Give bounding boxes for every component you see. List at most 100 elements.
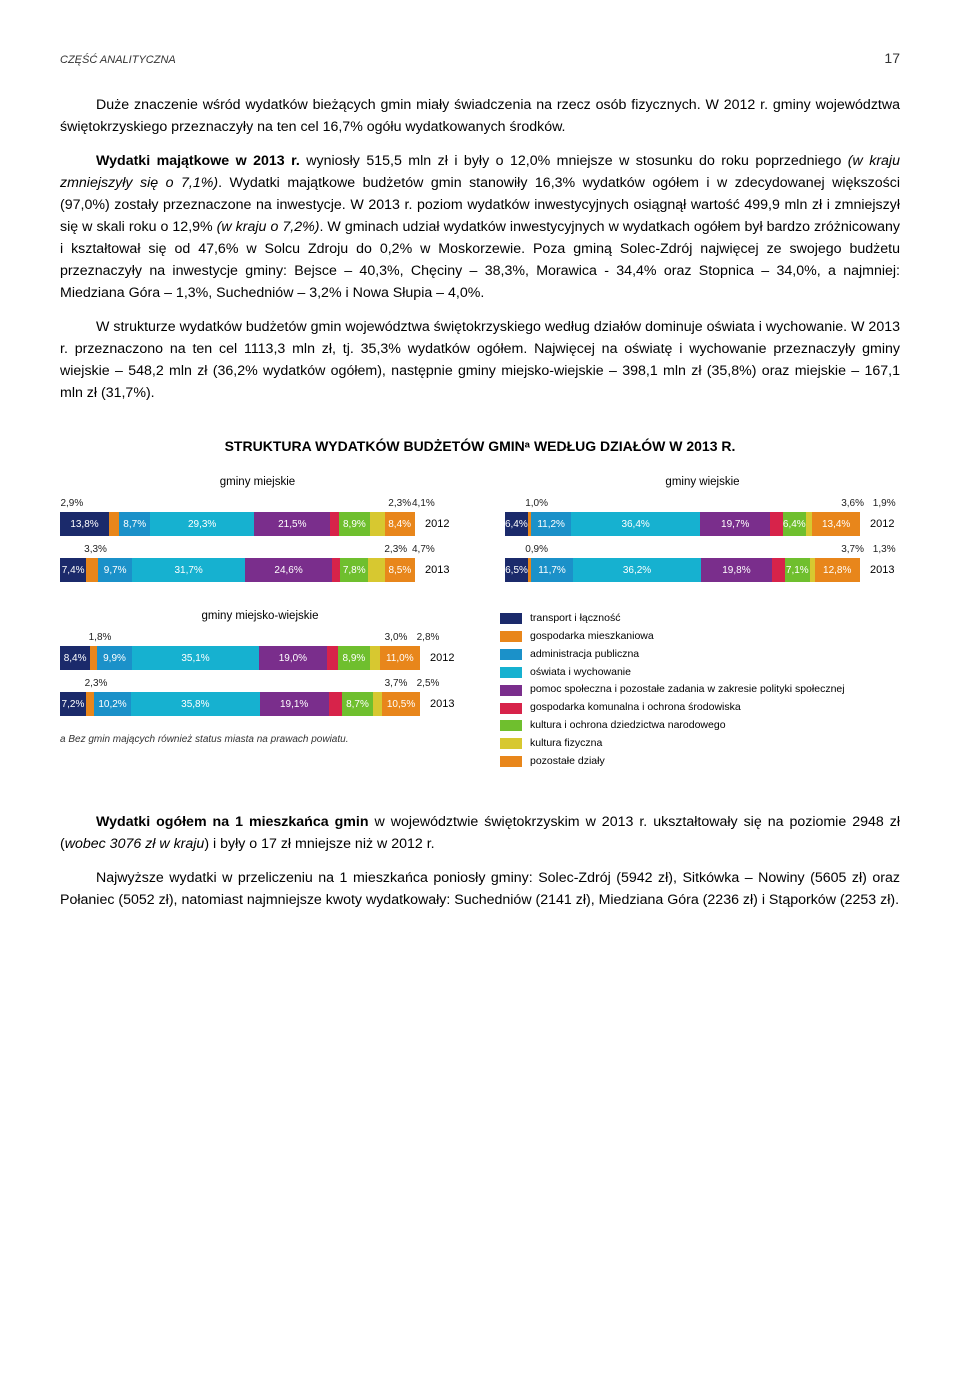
stacked-bar: 13,8% 8,7%29,3%21,5% 8,9% 8,4%	[60, 512, 415, 536]
bar-segment: 12,8%	[815, 558, 860, 582]
bar-segment: 21,5%	[254, 512, 330, 536]
legend-item: administracja publiczna	[500, 646, 900, 664]
legend-swatch	[500, 649, 522, 660]
bar-segment: 11,2%	[531, 512, 571, 536]
bar-segment: 36,2%	[573, 558, 702, 582]
bar-segment: 36,4%	[571, 512, 700, 536]
chart-miejsko-wiejskie: gminy miejsko-wiejskie 1,8%3,0%2,8%8,4%9…	[60, 610, 460, 771]
chart-legend: transport i łącznośćgospodarka mieszkani…	[500, 610, 900, 771]
legend-label: kultura fizyczna	[530, 735, 602, 753]
bar-segment: 6,4%	[783, 512, 806, 536]
bar-segment: 13,4%	[812, 512, 860, 536]
bar-segment: 19,1%	[260, 692, 329, 716]
chart-footnote: a Bez gmin mających również status miast…	[60, 734, 460, 745]
bar-segment: 10,2%	[94, 692, 131, 716]
bar-segment	[370, 512, 385, 536]
legend-item: pozostałe działy	[500, 753, 900, 771]
year-label: 2013	[425, 564, 455, 576]
bar-segment: 11,7%	[531, 558, 573, 582]
legend-label: gospodarka komunalna i ochrona środowisk…	[530, 699, 741, 717]
stacked-bar: 8,4%9,9%35,1%19,0%8,9%11,0%	[60, 646, 420, 670]
bold-lead: Wydatki majątkowe w 2013 r.	[96, 153, 300, 169]
bar-segment: 35,8%	[131, 692, 260, 716]
legend-swatch	[500, 685, 522, 696]
bar-segment	[327, 646, 338, 670]
chart-subtitle: gminy miejskie	[60, 476, 455, 488]
legend-swatch	[500, 756, 522, 767]
legend-label: pozostałe działy	[530, 753, 605, 771]
bar-segment	[770, 512, 783, 536]
bar-segment: 13,8%	[60, 512, 109, 536]
bar-segment: 8,4%	[60, 646, 90, 670]
bar-segment: 10,5%	[382, 692, 420, 716]
stacked-bar: 7,4%9,7%31,7%24,6%7,8%8,5%	[60, 558, 415, 582]
chart-subtitle: gminy miejsko-wiejskie	[60, 610, 460, 622]
legend-item: kultura fizyczna	[500, 735, 900, 753]
bar-segment	[86, 558, 98, 582]
legend-swatch	[500, 631, 522, 642]
paragraph: Najwyższe wydatki w przeliczeniu na 1 mi…	[60, 867, 900, 911]
charts-top-row: gminy miejskie 2,9%2,3%4,1%13,8%8,7%29,3…	[60, 476, 900, 590]
chart-wiejskie: gminy wiejskie 1,0%3,6%1,9%6,4%11,2%36,4…	[505, 476, 900, 590]
legend-item: gospodarka komunalna i ochrona środowisk…	[500, 699, 900, 717]
bar-segment: 6,5%	[505, 558, 528, 582]
stacked-bar: 6,4%11,2%36,4%19,7%6,4%13,4%	[505, 512, 860, 536]
bar-segment: 29,3%	[150, 512, 254, 536]
paragraph: Wydatki majątkowe w 2013 r. wyniosły 515…	[60, 150, 900, 304]
year-label: 2012	[870, 518, 900, 530]
chart-heading: STRUKTURA WYDATKÓW BUDŻETÓW GMINᵃ WEDŁUG…	[60, 438, 900, 454]
bar-segment: 7,8%	[340, 558, 368, 582]
closing-text: Wydatki ogółem na 1 mieszkańca gmin w wo…	[60, 811, 900, 911]
legend-label: kultura i ochrona dziedzictwa narodowego	[530, 717, 726, 735]
legend-item: pomoc społeczna i pozostałe zadania w za…	[500, 681, 900, 699]
bar-segment	[806, 512, 813, 536]
legend-label: pomoc społeczna i pozostałe zadania w za…	[530, 681, 845, 699]
bar-segment	[332, 558, 340, 582]
legend-swatch	[500, 667, 522, 678]
bar-segment: 11,0%	[380, 646, 420, 670]
bar-segment: 8,9%	[339, 512, 371, 536]
legend-label: oświata i wychowanie	[530, 664, 631, 682]
bar-segment: 7,2%	[60, 692, 86, 716]
page-header: CZĘŚĆ ANALITYCZNA 17	[60, 50, 900, 66]
bar-segment	[109, 512, 119, 536]
stacked-bar: 6,5%11,7%36,2%19,8% 7,1%12,8%	[505, 558, 860, 582]
legend-swatch	[500, 703, 522, 714]
bar-segment: 7,4%	[60, 558, 86, 582]
bar-segment: 19,0%	[259, 646, 327, 670]
paragraph: Wydatki ogółem na 1 mieszkańca gmin w wo…	[60, 811, 900, 855]
legend-label: administracja publiczna	[530, 646, 639, 664]
bar-segment: 6,4%	[505, 512, 528, 536]
bar-segment	[373, 692, 382, 716]
section-label: CZĘŚĆ ANALITYCZNA	[60, 54, 176, 66]
bar-segment: 8,7%	[342, 692, 373, 716]
body-text: Duże znaczenie wśród wydatków bieżących …	[60, 94, 900, 404]
bar-segment: 24,6%	[245, 558, 332, 582]
bar-segment	[370, 646, 380, 670]
year-label: 2012	[430, 652, 460, 664]
bar-segment: 8,4%	[385, 512, 415, 536]
bar-segment	[329, 692, 342, 716]
legend-label: gospodarka mieszkaniowa	[530, 628, 654, 646]
paragraph: W strukturze wydatków budżetów gmin woje…	[60, 316, 900, 404]
year-label: 2013	[430, 698, 460, 710]
bar-segment: 31,7%	[132, 558, 245, 582]
legend-item: gospodarka mieszkaniowa	[500, 628, 900, 646]
chart-miejskie: gminy miejskie 2,9%2,3%4,1%13,8%8,7%29,3…	[60, 476, 455, 590]
bar-segment: 35,1%	[132, 646, 258, 670]
bar-segment: 7,1%	[785, 558, 810, 582]
legend-swatch	[500, 613, 522, 624]
bar-segment: 8,7%	[119, 512, 150, 536]
bar-segment: 9,7%	[98, 558, 132, 582]
bar-segment	[86, 692, 94, 716]
year-label: 2012	[425, 518, 455, 530]
stacked-bar: 7,2% 10,2%35,8%19,1% 8,7% 10,5%	[60, 692, 420, 716]
legend-swatch	[500, 720, 522, 731]
legend-item: kultura i ochrona dziedzictwa narodowego	[500, 717, 900, 735]
bar-segment: 19,8%	[701, 558, 771, 582]
bar-segment	[368, 558, 385, 582]
legend-swatch	[500, 738, 522, 749]
year-label: 2013	[870, 564, 900, 576]
legend-label: transport i łączność	[530, 610, 620, 628]
bar-segment: 8,9%	[338, 646, 370, 670]
